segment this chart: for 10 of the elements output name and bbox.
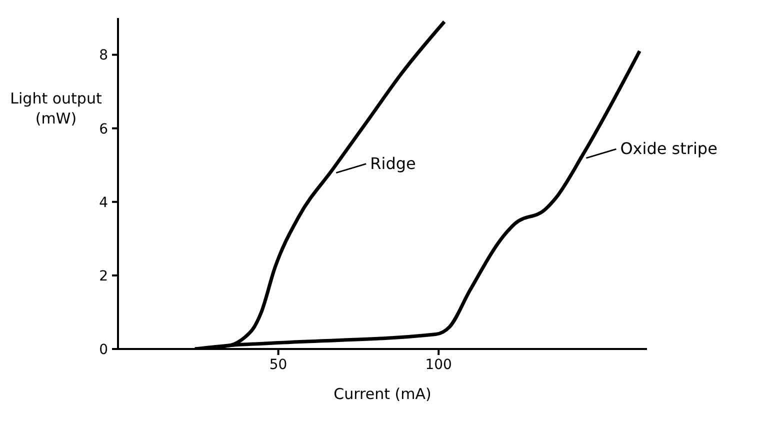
y-tick-label: 4 xyxy=(99,194,108,211)
x-axis-title: Current (mA) xyxy=(334,385,432,403)
y-tick-label: 0 xyxy=(99,342,108,358)
y-tick-label: 6 xyxy=(99,121,108,138)
legend-label: Oxide stripe xyxy=(620,139,718,158)
x-tick-label: 100 xyxy=(425,356,452,373)
legend-label: Ridge xyxy=(370,154,416,173)
y-tick-label: 2 xyxy=(99,268,108,284)
x-tick-label: 50 xyxy=(269,356,288,373)
y-tick-label: 8 xyxy=(99,48,108,64)
